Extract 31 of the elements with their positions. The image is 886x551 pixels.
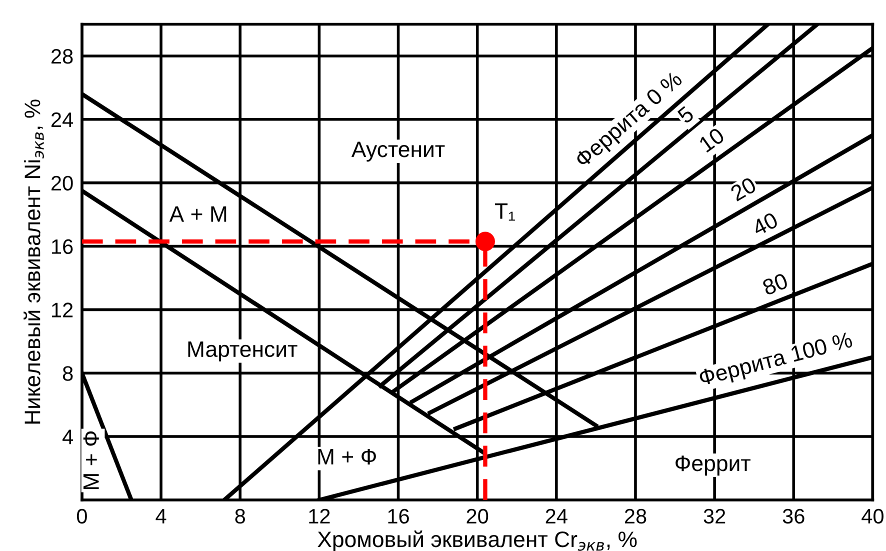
- x-tick-label: 20: [466, 508, 488, 524]
- x-tick-label: 24: [546, 508, 568, 524]
- x-tick-label: 36: [782, 508, 804, 524]
- annotation: 10: [698, 126, 726, 153]
- x-tick-label: 4: [156, 509, 166, 524]
- annotation: 80: [762, 272, 789, 296]
- y-tick-label: 28: [52, 48, 73, 64]
- y-tick-label: 4: [62, 430, 74, 444]
- annotation: А + М: [169, 206, 226, 222]
- annotation: М + Ф: [83, 431, 99, 490]
- y-axis-title: Никелевый эквивалент Ni$_{экв}$, %: [24, 100, 44, 424]
- y-tick-label: 12: [52, 302, 73, 318]
- x-tick-label: 28: [624, 508, 646, 524]
- annotation: 20: [730, 176, 758, 202]
- y-tick-label: 16: [52, 239, 73, 254]
- annotation: 40: [750, 212, 779, 236]
- annotation: T₁: [494, 203, 515, 221]
- annotation: Мартенсит: [188, 342, 298, 362]
- annotation: Феррита 100 %: [698, 332, 854, 390]
- x-tick-label: 8: [235, 508, 245, 524]
- x-tick-label: 12: [309, 508, 330, 524]
- x-tick-label: 32: [704, 508, 726, 524]
- y-tick-label: 24: [52, 112, 74, 127]
- annotation: Феррит: [676, 456, 750, 476]
- x-tick-label: 0: [76, 508, 87, 524]
- y-tick-label: 8: [62, 366, 73, 381]
- y-tick-label: 20: [52, 176, 73, 191]
- annotation: М + Ф: [318, 448, 376, 464]
- x-tick-label: 40: [862, 508, 884, 524]
- x-tick-label: 16: [388, 508, 409, 524]
- annotation: Аустенит: [351, 142, 445, 162]
